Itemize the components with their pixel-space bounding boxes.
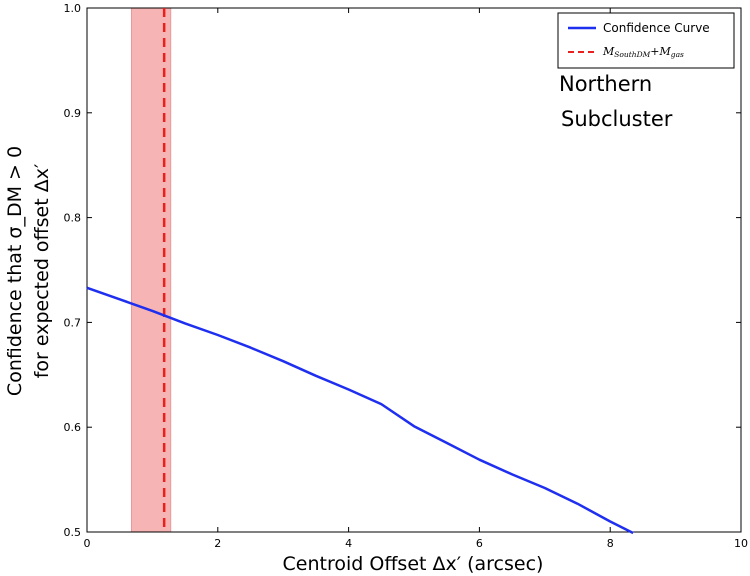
series-line-confidence-curve xyxy=(86,286,634,535)
y-tick-label-1: 1.0 xyxy=(64,2,82,15)
legend-math-m1: M xyxy=(602,45,615,58)
x-axis-ticks: 0 2 4 6 8 10 xyxy=(84,8,748,550)
x-tick-label-10: 10 xyxy=(734,537,748,550)
plot-frame xyxy=(86,7,742,533)
legend-math-sub2: gas xyxy=(671,50,684,59)
y-axis-ticks: 0.5 0.6 0.7 0.8 0.9 1.0 xyxy=(64,2,741,539)
legend-box xyxy=(557,12,735,69)
annotation-northern: Northern xyxy=(559,72,652,96)
legend-entry-south-dm-gas: MSouthDM+Mgas xyxy=(602,45,684,59)
x-tick-label-6: 6 xyxy=(476,537,483,550)
legend-entry-confidence-curve: Confidence Curve xyxy=(603,21,710,35)
y-tick-label-0.6: 0.6 xyxy=(64,421,82,434)
y-tick-label-0.7: 0.7 xyxy=(64,316,82,329)
y-tick-label-0.8: 0.8 xyxy=(64,212,82,225)
y-axis-label-line2: for expected offset Δx′ xyxy=(31,164,53,379)
y-tick-label-0.5: 0.5 xyxy=(64,526,82,539)
x-tick-label-2: 2 xyxy=(214,537,221,550)
x-tick-label-4: 4 xyxy=(345,537,352,550)
y-tick-label-0.9: 0.9 xyxy=(64,107,82,120)
legend-math-plus: + xyxy=(650,45,659,58)
legend-math-m2: M xyxy=(659,45,672,58)
x-axis-label: Centroid Offset Δx′ (arcsec) xyxy=(283,553,544,575)
y-axis-label-line1: Confidence that σ_DM > 0 xyxy=(4,146,26,396)
legend: Confidence Curve MSouthDM+Mgas xyxy=(557,12,735,69)
x-tick-label-8: 8 xyxy=(607,537,614,550)
legend-math-sub1: SouthDM xyxy=(614,50,650,59)
x-tick-label-0: 0 xyxy=(84,537,91,550)
annotation-subcluster: Subcluster xyxy=(561,107,673,131)
